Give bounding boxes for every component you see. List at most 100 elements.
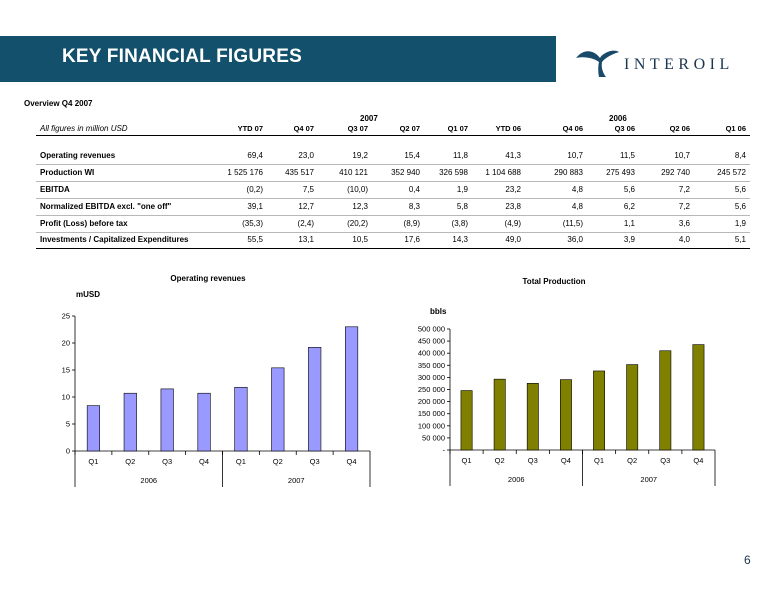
table-cell: 13,1 <box>298 235 314 244</box>
y-tick-label: 10 <box>62 393 70 402</box>
x-tick-label: Q1 <box>594 456 604 465</box>
y-tick-label: 400 000 <box>418 349 445 358</box>
total-production-chart: Total Production bbls - 50 000 100 000 150 00… <box>410 270 730 500</box>
bar <box>344 326 359 452</box>
y-tick-label: 20 <box>62 339 70 348</box>
table-cell: 23,2 <box>505 185 521 194</box>
table-cell: (35,3) <box>242 219 263 228</box>
table-cell: 410 121 <box>339 168 368 177</box>
y-tick-label: 350 000 <box>418 361 445 370</box>
bar <box>197 392 211 452</box>
table-cell: 12,7 <box>298 202 314 211</box>
bar <box>123 392 137 452</box>
bar <box>493 378 506 451</box>
bar <box>160 388 174 452</box>
table-cell: 1,9 <box>456 185 468 194</box>
x-tick-label: Q4 <box>199 457 209 466</box>
table-cell: 15,4 <box>404 151 420 160</box>
bar <box>460 390 473 451</box>
table-cell: 275 493 <box>606 168 635 177</box>
table-cell: 5,8 <box>456 202 468 211</box>
column-header: Q2 06 <box>669 124 690 133</box>
table-cell: 1 104 688 <box>485 168 521 177</box>
row-divider <box>36 181 750 182</box>
table-cell: 10,7 <box>567 151 583 160</box>
table-cell: 7,2 <box>678 185 690 194</box>
group-label: 2007 <box>640 475 657 484</box>
row-divider <box>36 232 750 233</box>
row-divider <box>36 215 750 216</box>
table-cell: 19,2 <box>352 151 368 160</box>
bar <box>308 347 322 452</box>
x-tick-label: Q1 <box>236 457 246 466</box>
whale-tail-icon <box>576 50 619 77</box>
table-cell: (0,2) <box>246 185 263 194</box>
table-row: Normalized EBITDA excl. "one off" 39,1 12,… <box>40 199 750 215</box>
x-tick-label: Q4 <box>561 456 571 465</box>
table-cell: 5,6 <box>623 185 635 194</box>
table-cell: (20,2) <box>347 219 368 228</box>
table-cell: 12,3 <box>352 202 368 211</box>
bar <box>526 383 539 451</box>
table-cell: 435 517 <box>285 168 314 177</box>
table-cell: 6,2 <box>623 202 635 211</box>
x-tick-label: Q3 <box>528 456 538 465</box>
chart-title: Operating revenues <box>170 274 246 283</box>
x-tick-label: Q2 <box>627 456 637 465</box>
row-divider <box>36 164 750 165</box>
bar <box>234 386 248 452</box>
table-cell: 292 740 <box>661 168 690 177</box>
x-tick-label: Q3 <box>660 456 670 465</box>
table-cell: 1,9 <box>734 219 746 228</box>
table-cell: 41,3 <box>505 151 521 160</box>
table-row: Profit (Loss) before tax (35,3) (2,4) (20,2… <box>40 216 750 232</box>
title-banner: KEY FINANCIAL FIGURES <box>0 36 556 82</box>
bar <box>86 405 101 452</box>
table-cell: 1 525 176 <box>227 168 263 177</box>
table-cell: 1,1 <box>623 219 635 228</box>
table-cell: 69,4 <box>247 151 263 160</box>
page-title: KEY FINANCIAL FIGURES <box>62 46 302 67</box>
column-header: YTD 06 <box>495 124 521 133</box>
chart-title: Total Production <box>523 277 586 286</box>
group-label: 2006 <box>508 475 525 484</box>
row-label: Production WI <box>40 168 95 177</box>
y-tick-label: 150 000 <box>418 409 445 418</box>
bar <box>692 344 705 451</box>
y-tick-label: - <box>443 446 446 455</box>
row-label: Normalized EBITDA excl. "one off" <box>40 202 172 211</box>
x-tick-label: Q2 <box>125 457 135 466</box>
x-tick-label: Q2 <box>273 457 283 466</box>
column-header: YTD 07 <box>237 124 263 133</box>
table-cell: 4,8 <box>571 202 583 211</box>
y-axis-label: bbls <box>430 307 447 316</box>
table-cell: 3,6 <box>678 219 690 228</box>
table-cell: 4,8 <box>571 185 583 194</box>
table-row: Production WI 1 525 176 435 517 410 121 352 … <box>40 165 750 181</box>
x-tick-label: Q4 <box>693 456 703 465</box>
table-cell: 326 598 <box>439 168 468 177</box>
table-cell: 23,8 <box>505 202 521 211</box>
column-header: Q4 07 <box>293 124 314 133</box>
x-tick-label: Q3 <box>162 457 172 466</box>
y-tick-label: 500 000 <box>418 325 445 334</box>
table-cell: 17,6 <box>404 235 420 244</box>
table-cell: 55,5 <box>247 235 263 244</box>
table-cell: 49,0 <box>505 235 521 244</box>
y-tick-label: 200 000 <box>418 397 445 406</box>
y-tick-label: 50 000 <box>422 433 445 442</box>
table-row: Investments / Capitalized Expenditures 55… <box>40 232 750 248</box>
table-cell: 5,6 <box>734 202 746 211</box>
operating-revenues-chart: Operating revenues mUSD 0 5 10 15 20 25 Q1 Q2 Q3 Q4… <box>40 270 380 500</box>
table-cell: 7,2 <box>678 202 690 211</box>
table-cell: 3,9 <box>623 235 635 244</box>
table-cell: 11,8 <box>453 151 468 160</box>
table-cell: 23,0 <box>298 151 314 160</box>
x-tick-label: Q1 <box>88 457 98 466</box>
table-cell: (11,5) <box>562 219 583 228</box>
table-cell: (2,4) <box>297 219 314 228</box>
y-tick-label: 250 000 <box>418 385 445 394</box>
row-divider <box>36 198 750 199</box>
year-2007-label: 2007 <box>360 114 378 123</box>
year-2006-label: 2006 <box>609 114 627 123</box>
